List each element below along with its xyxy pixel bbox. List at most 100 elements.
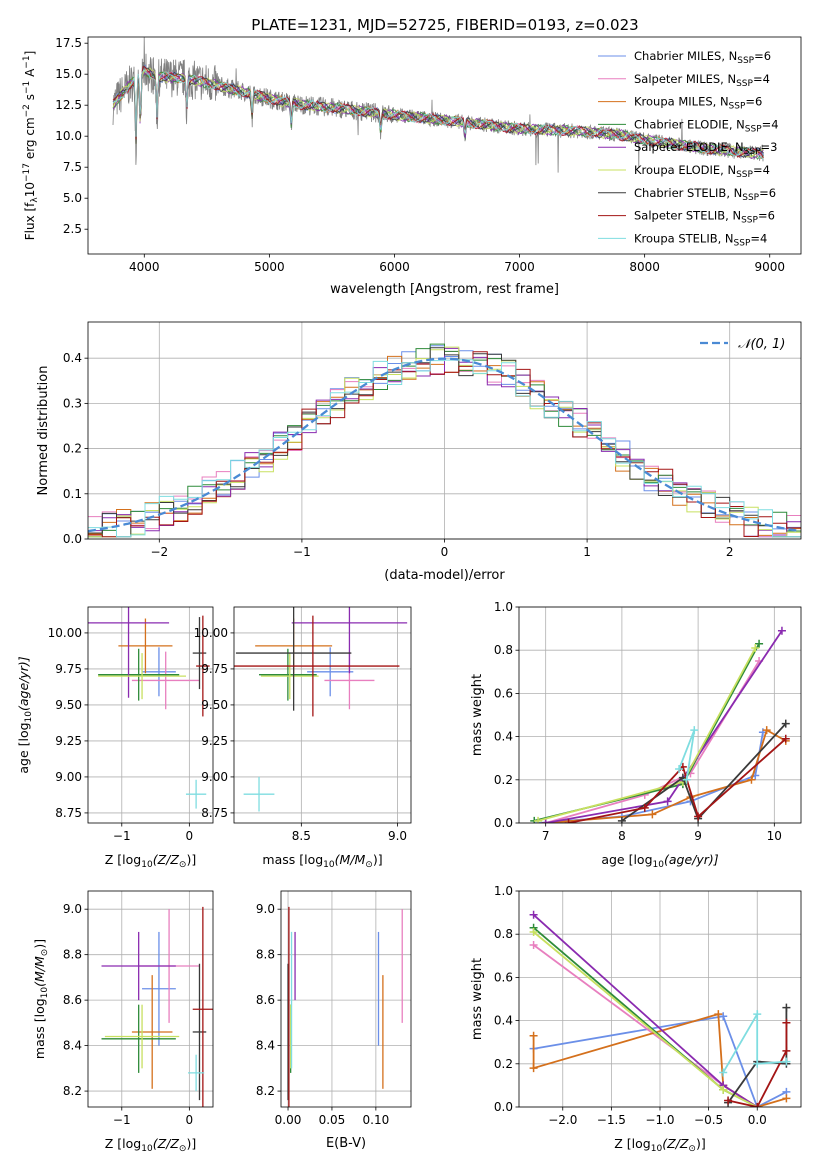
legend-entry: Chabrier STELIB, NSSP=6 (634, 186, 776, 203)
label-part: 10 (40, 987, 50, 999)
axes-frame (280, 890, 412, 1108)
x-tick-label: 2 (726, 545, 734, 559)
plot-area (530, 626, 790, 823)
legend-entry: Kroupa STELIB, NSSP=4 (634, 231, 767, 248)
plot-area (529, 910, 791, 1107)
legend-entry: Kroupa ELODIE, NSSP=4 (634, 163, 770, 180)
plot-area (234, 607, 408, 812)
y-tick-label: 8.6 (256, 993, 275, 1007)
y-tick-label: 7.5 (63, 160, 82, 174)
label-part: =4 (750, 231, 767, 245)
spectrum-panel: 4000 5000 6000 7000 8000 9000 2.5 5.0 7.5 10.0 12.… (22, 36, 802, 297)
mass-weight-marker (714, 1010, 723, 1019)
y-tick-label: 0.0 (494, 816, 513, 830)
mass-weight-marker (762, 726, 771, 735)
label-part: Chabrier STELIB, N (634, 186, 742, 200)
label-part: 10 (651, 1144, 663, 1154)
y-tick-label: 0.1 (63, 487, 82, 501)
x-tick-label: 7 (542, 829, 550, 843)
label-part: Kroupa STELIB, N (634, 231, 734, 245)
label-part: A (23, 68, 37, 81)
y-tick-label: 0.0 (63, 532, 82, 546)
x-tick-label: 9000 (754, 260, 785, 274)
y-tick-label: 0.6 (494, 686, 513, 700)
y-tick-label: 15.0 (55, 67, 82, 81)
label-part: (M/M (335, 852, 366, 867)
grid-lines (88, 607, 213, 823)
x-tick-label: −1.0 (645, 1113, 674, 1127)
y-tick-label: 2.5 (63, 222, 82, 236)
label-part: SSP (736, 170, 753, 180)
label-part: )] (373, 852, 383, 867)
label-part: age [log (601, 852, 652, 867)
model-spectrum (112, 65, 764, 159)
y-tick-label: 9.50 (201, 698, 228, 712)
axes-frame (518, 606, 802, 824)
mass-weight-line (545, 728, 787, 823)
label-part: erg cm (23, 117, 37, 163)
x-tick-label: 9.0 (388, 829, 407, 843)
y-tick-label: 8.4 (63, 1039, 82, 1053)
label-part: (age/yr)] (664, 852, 719, 867)
label-part: (M/M (32, 956, 47, 987)
label-part: (Z/Z (153, 852, 180, 867)
label-part: SSP (737, 56, 754, 66)
mass-weight-marker (719, 1085, 728, 1094)
y-tick-label: 8.6 (63, 993, 82, 1007)
residual-histogram (88, 347, 801, 537)
legend-entry: Salpeter STELIB, NSSP=6 (634, 209, 775, 226)
y-tick-label: 5.0 (63, 191, 82, 205)
y-tick-label: 9.50 (55, 698, 82, 712)
mass-weight-marker (529, 941, 538, 949)
label-part: λ (30, 197, 40, 203)
x-tick-label: 5000 (254, 260, 285, 274)
label-part: (age/yr)] (16, 656, 31, 711)
label-part: SSP (736, 79, 753, 89)
y-axis-label: Normed distribution (36, 366, 51, 496)
label-part: Z [log (105, 852, 141, 867)
x-axis-label: (data-model)/error (384, 568, 505, 583)
mass-weight-marker (564, 819, 573, 823)
label-part: (Z/Z (662, 1136, 689, 1151)
model-spectrum (112, 71, 764, 160)
mass-weight-marker (755, 639, 764, 648)
grid-lines (281, 891, 411, 1107)
y-axis-label: age [log10(age/yr)] (16, 656, 34, 773)
label-part: Salpeter MILES, N (634, 72, 736, 86)
legend-entry: Salpeter MILES, NSSP=4 (634, 72, 770, 89)
y-tick-label: 10.00 (194, 626, 228, 640)
residual-histogram (88, 359, 801, 538)
axes-frame (87, 321, 802, 540)
y-axis-label: mass weight (470, 958, 485, 1040)
label-part: (Z/Z (153, 1136, 180, 1151)
label-part: 10 (23, 182, 37, 197)
x-tick-label: 0.05 (319, 1113, 346, 1127)
x-tick-label: −2 (150, 545, 168, 559)
x-tick-label: −1.5 (597, 1113, 626, 1127)
label-part: SSP (741, 216, 758, 226)
y-tick-label: 0.4 (494, 730, 513, 744)
x-axis-label: wavelength [Angstrom, rest frame] (330, 282, 559, 297)
label-part: =4 (762, 117, 779, 131)
x-tick-label: −0.5 (694, 1113, 723, 1127)
mass-weight-marker (753, 1010, 762, 1019)
x-tick-label: 0 (441, 545, 449, 559)
mass-weight-marker (751, 644, 760, 653)
y-tick-label: 0.4 (63, 351, 82, 365)
mass-weight-marker (529, 910, 538, 919)
mass-weight-marker (724, 1096, 733, 1105)
plot-area (112, 37, 764, 173)
grid-lines (234, 607, 411, 823)
label-part: age [log (16, 722, 31, 773)
residual-histogram-panel: −2 −1 0 1 2 0.0 0.1 0.2 0.3 0.4 (data-model)/error… (36, 321, 802, 583)
label-part: 10 (141, 1144, 153, 1154)
grid-lines (519, 890, 801, 1108)
mass-weight-marker (782, 1094, 791, 1103)
model-spectrum (112, 69, 764, 160)
mass-weight-marker (782, 1046, 791, 1055)
mass-weight-marker (648, 810, 657, 819)
y-tick-label: 8.75 (55, 806, 82, 820)
y-tick-label: 8.2 (256, 1084, 275, 1098)
